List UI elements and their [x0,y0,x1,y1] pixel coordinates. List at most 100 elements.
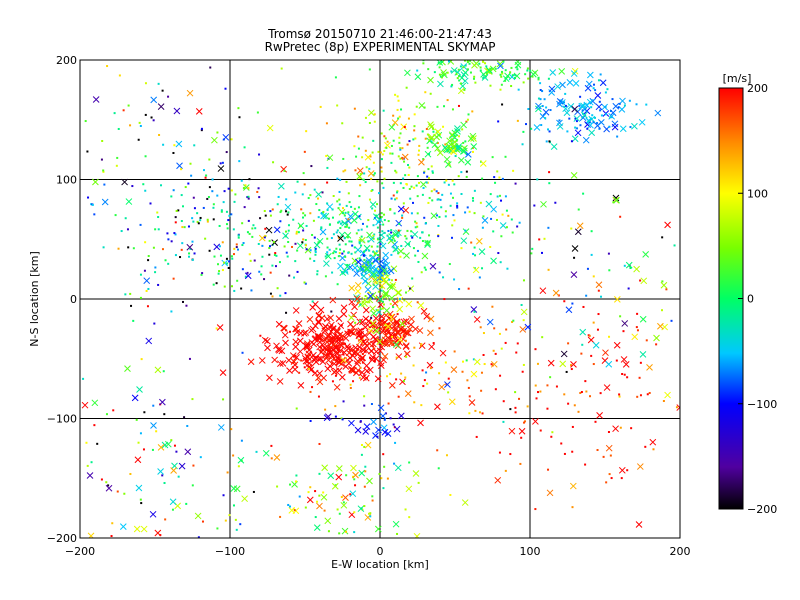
data-point-cross [348,345,355,353]
data-point-dot [358,257,361,260]
data-point-cross [337,322,345,330]
data-point-cross [350,367,357,374]
data-point-dot [534,508,537,511]
data-point-dot [247,219,250,222]
data-point-dot [247,187,250,190]
data-point-dot [397,155,400,158]
data-point-cross [464,158,472,166]
data-point-cross [105,484,113,492]
data-point-cross [364,286,372,293]
data-point-cross [430,212,438,220]
data-point-dot [363,258,366,261]
data-point-dot [399,148,402,151]
data-point-cross [133,525,141,533]
data-point-dot [626,469,629,472]
data-point-dot [373,233,376,236]
data-point-dot [475,435,478,438]
data-point-dot [389,417,392,420]
data-point-dot [455,73,458,76]
data-point-dot [439,75,442,78]
data-point-cross [320,212,327,220]
data-point-dot [115,164,118,167]
chart-subtitle: RwPretec (8p) EXPERIMENTAL SKYMAP [265,40,496,54]
data-point-dot [232,454,235,457]
data-point-cross [533,124,541,131]
data-point-dot [420,271,423,274]
data-point-dot [311,300,314,303]
data-point-dot [273,254,276,257]
data-point-dot [324,255,327,258]
data-point-dot [571,506,574,509]
data-point-dot [645,339,648,342]
data-point-dot [421,240,424,243]
data-point-dot [490,363,493,366]
data-point-dot [504,341,507,344]
data-point-dot [472,358,475,361]
data-point-dot [191,217,194,220]
data-point-cross [370,271,378,278]
data-point-dot [241,268,244,271]
data-point-dot [509,408,512,411]
data-point-dot [360,244,363,247]
data-point-cross [382,291,390,298]
data-point-dot [230,428,233,431]
data-point-cross [485,200,493,208]
data-point-dot [436,141,439,144]
data-point-cross [424,241,431,249]
data-point-cross [605,360,613,368]
data-point-cross [394,336,402,344]
data-point-dot [344,169,347,172]
data-point-dot [515,66,518,69]
data-point-cross [378,282,386,290]
data-point-dot [547,226,550,229]
data-point-cross [136,386,143,393]
data-point-cross [258,234,266,242]
data-point-cross [485,66,493,74]
data-point-dot [341,212,344,215]
data-point-dot [392,114,395,117]
data-point-dot [481,177,484,180]
data-point-dot [139,296,142,299]
data-point-cross [388,123,396,131]
data-point-cross [613,295,621,303]
data-point-cross [370,254,377,261]
data-point-dot [431,171,434,174]
data-point-cross [261,336,269,344]
data-point-dot [581,109,584,112]
data-point-dot [500,70,503,73]
data-point-dot [449,192,452,195]
data-point-cross [333,350,340,357]
data-point-dot [368,249,371,252]
data-point-dot [570,140,573,143]
data-point-cross [344,232,352,239]
data-point-cross [620,356,628,363]
data-point-cross [572,79,580,87]
data-point-dot [404,376,407,379]
data-point-dot [153,322,156,325]
data-point-dot [447,183,450,186]
data-point-dot [391,152,394,155]
data-point-dot [304,214,307,217]
data-point-dot [332,252,335,255]
data-point-dot [240,287,243,290]
data-point-dot [317,395,320,398]
data-point-dot [122,109,125,112]
data-point-dot [376,245,379,248]
data-point-cross [546,489,554,497]
data-point-cross [362,306,370,314]
colorbar-label: [m/s] [723,72,752,85]
data-point-dot [481,412,484,415]
data-point-dot [100,478,103,481]
data-point-cross [518,427,526,435]
data-point-dot [377,150,380,153]
data-point-dot [593,83,596,86]
data-point-cross [447,60,455,65]
data-point-cross [296,337,304,345]
data-point-cross [358,369,366,376]
data-point-dot [594,420,597,423]
data-point-cross [354,350,361,358]
data-point-dot [325,122,328,125]
data-point-dot [359,303,362,306]
data-point-dot [466,61,469,64]
data-point-cross [276,347,283,354]
